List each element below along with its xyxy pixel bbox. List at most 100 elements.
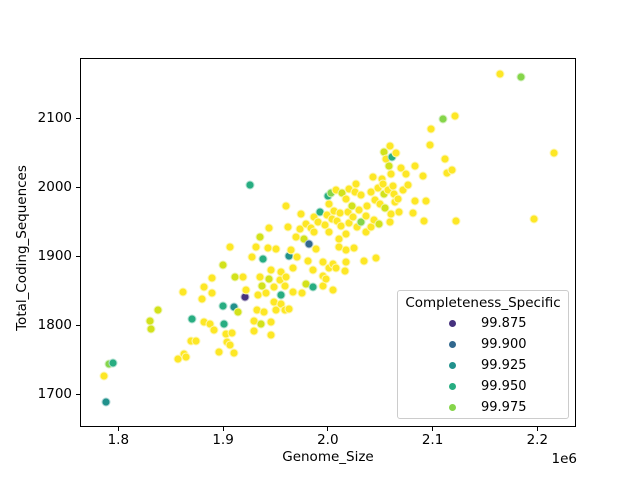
scatter-point xyxy=(280,281,290,291)
scatter-point xyxy=(191,336,201,346)
scatter-point xyxy=(311,244,321,254)
legend-entry: 99.975 xyxy=(398,397,568,418)
scatter-point xyxy=(258,254,268,264)
y-tick-mark xyxy=(76,393,80,395)
scatter-point xyxy=(238,272,248,282)
scatter-point xyxy=(288,263,298,273)
scatter-point xyxy=(218,301,228,311)
scatter-point xyxy=(495,69,505,79)
legend-marker-icon xyxy=(449,383,456,390)
scatter-point xyxy=(178,287,188,297)
scatter-point xyxy=(341,229,351,239)
legend-entry-label: 99.925 xyxy=(481,358,527,373)
scatter-point xyxy=(207,288,217,298)
scatter-point xyxy=(450,111,460,121)
y-tick-label: 2100 xyxy=(37,110,72,127)
scatter-point xyxy=(391,148,401,158)
scatter-point xyxy=(368,172,378,182)
x-tick-label: 2.2 xyxy=(526,432,549,448)
legend-entry: 99.875 xyxy=(398,313,568,334)
legend-marker-icon xyxy=(449,320,456,327)
y-tick-label: 2000 xyxy=(37,179,72,196)
scatter-point xyxy=(281,272,291,282)
x-tick-label: 1.8 xyxy=(107,432,130,448)
legend-marker-icon xyxy=(449,341,456,348)
scatter-point xyxy=(225,242,235,252)
legend-entry-label: 99.950 xyxy=(481,379,527,394)
legend-entry-label: 99.900 xyxy=(481,337,527,352)
scatter-point xyxy=(308,265,318,275)
scatter-point xyxy=(99,371,109,381)
scatter-point xyxy=(264,223,274,233)
x-tick-mark xyxy=(222,427,224,431)
y-tick-label: 1900 xyxy=(37,248,72,265)
scatter-point xyxy=(264,274,274,284)
legend-entries: 99.875 99.900 99.925 99.950 99.975 xyxy=(398,313,568,418)
scatter-point xyxy=(341,194,351,204)
scatter-point xyxy=(292,252,302,262)
legend-marker-icon xyxy=(449,404,456,411)
scatter-point xyxy=(283,222,293,232)
scatter-point xyxy=(380,203,390,213)
scatter-point xyxy=(308,282,318,292)
scatter-point xyxy=(403,180,413,190)
scatter-point xyxy=(199,282,209,292)
scatter-point xyxy=(396,163,406,173)
scatter-point xyxy=(266,317,276,327)
scatter-point xyxy=(321,274,331,284)
scatter-point xyxy=(233,307,243,317)
scatter-point xyxy=(421,196,431,206)
scatter-point xyxy=(247,252,257,262)
scatter-point xyxy=(255,232,265,242)
scatter-point xyxy=(328,285,338,295)
scatter-point xyxy=(418,171,428,181)
scatter-point xyxy=(218,260,228,270)
scatter-point xyxy=(438,114,448,124)
scatter-point xyxy=(359,256,369,266)
scatter-point xyxy=(197,294,207,304)
scatter-point xyxy=(303,256,313,266)
scatter-point xyxy=(101,397,111,407)
legend-marker-icon xyxy=(449,362,456,369)
scatter-point xyxy=(295,224,304,234)
x-tick-label: 1.9 xyxy=(212,432,234,448)
x-tick-mark xyxy=(117,427,119,431)
plot-area xyxy=(80,58,576,427)
scatter-point xyxy=(146,324,156,334)
y-tick-mark xyxy=(76,324,80,326)
x-tick-label: 2.1 xyxy=(421,432,444,448)
x-tick-label: 2.0 xyxy=(317,432,339,448)
y-tick-mark xyxy=(76,255,80,257)
scatter-point xyxy=(245,180,255,190)
scatter-point xyxy=(371,253,381,263)
legend: Completeness_Specific 99.875 99.900 99.925… xyxy=(397,290,569,419)
y-tick-label: 1800 xyxy=(37,317,72,334)
scatter-point xyxy=(394,207,404,217)
x-tick-mark xyxy=(432,427,434,431)
legend-entry-label: 99.875 xyxy=(481,316,527,331)
scatter-point xyxy=(401,169,411,179)
scatter-point xyxy=(296,209,306,219)
scatter-point xyxy=(324,199,334,209)
scatter-point xyxy=(209,325,219,335)
scatter-point xyxy=(207,273,217,283)
scatter-point xyxy=(227,328,237,337)
scatter-point xyxy=(181,352,191,362)
scatter-point xyxy=(549,148,559,158)
scatter-point xyxy=(276,290,286,300)
scatter-point xyxy=(361,211,370,221)
scatter-point xyxy=(440,154,450,164)
scatter-point xyxy=(410,196,420,206)
scatter-point xyxy=(214,347,224,357)
legend-entry: 99.950 xyxy=(398,376,568,397)
scatter-point xyxy=(108,358,118,368)
scatter-point xyxy=(516,72,526,82)
y-tick-mark xyxy=(76,117,80,119)
scatter-point xyxy=(529,214,539,224)
scatter-point xyxy=(266,330,276,340)
scatter-point xyxy=(241,285,251,295)
scatter-point xyxy=(408,208,418,218)
scatter-point xyxy=(447,165,457,175)
scatter-point xyxy=(362,201,372,211)
